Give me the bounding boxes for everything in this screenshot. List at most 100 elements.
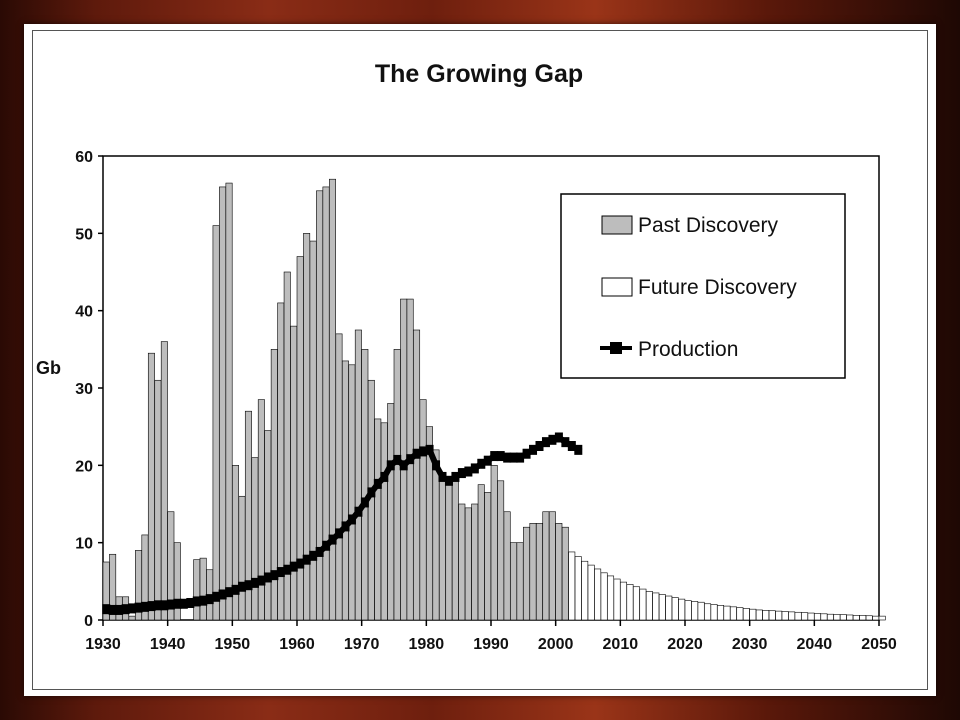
y-axis: 0 10 20 30 40 50 60 (75, 149, 103, 630)
x-tick-label: 1970 (344, 636, 380, 653)
bar-past-discovery (419, 399, 427, 621)
bar-future-discovery (594, 568, 602, 621)
production-point (470, 463, 479, 474)
production-point (296, 558, 305, 569)
production-point (283, 564, 292, 575)
production-point (128, 603, 137, 614)
bar-past-discovery (529, 523, 537, 621)
production-point (451, 471, 460, 482)
bar-past-discovery (264, 430, 272, 621)
x-tick-label: 2020 (667, 636, 703, 653)
bar-future-discovery (671, 597, 679, 621)
y-tick-label: 40 (75, 304, 93, 321)
bar-future-discovery (691, 601, 699, 621)
bar-future-discovery (878, 615, 886, 621)
production-point (302, 554, 311, 565)
x-tick-label: 1950 (215, 636, 251, 653)
production-point (509, 452, 518, 463)
production-point (490, 451, 499, 462)
production-point (406, 454, 415, 465)
x-tick-label: 1940 (150, 636, 186, 653)
x-tick-label: 1990 (473, 636, 509, 653)
bar-future-discovery (788, 611, 796, 621)
production-point (225, 587, 234, 598)
bar-future-discovery (781, 611, 789, 621)
production-point (360, 497, 369, 508)
chart-panel: The Growing Gap Gb 1930 1940 1950 1960 1970 1… (24, 24, 936, 696)
bar-past-discovery (251, 457, 259, 621)
bar-group (102, 178, 886, 621)
bar-future-discovery (587, 564, 595, 621)
production-point (263, 572, 272, 583)
production-point (276, 567, 285, 578)
bar-past-discovery (471, 503, 479, 621)
production-point (212, 591, 221, 602)
bar-future-discovery (833, 614, 841, 621)
production-point (179, 598, 188, 609)
bar-past-discovery (451, 480, 459, 621)
bar-future-discovery (859, 615, 867, 621)
bar-future-discovery (839, 614, 847, 621)
production-point (380, 471, 389, 482)
production-point (115, 604, 124, 615)
production-point (309, 550, 318, 561)
chart-title: The Growing Gap (375, 60, 583, 88)
chart-svg: The Growing Gap Gb 1930 1940 1950 1960 1970 1… (36, 60, 897, 653)
bar-past-discovery (503, 511, 511, 621)
bar-future-discovery (658, 594, 666, 621)
bar-future-discovery (865, 615, 873, 621)
production-point (554, 432, 563, 443)
production-point (205, 594, 214, 605)
bar-past-discovery (516, 542, 524, 621)
production-point (244, 580, 253, 591)
bar-past-discovery (542, 511, 550, 621)
production-point (412, 448, 421, 459)
production-point (516, 452, 525, 463)
production-point (529, 444, 538, 455)
production-point (322, 540, 331, 551)
production-point (238, 581, 247, 592)
production-point (373, 478, 382, 489)
bar-future-discovery (749, 608, 757, 621)
y-tick-label: 50 (75, 226, 93, 243)
bar-past-discovery (477, 484, 485, 621)
bar-future-discovery (846, 614, 854, 621)
production-point (270, 570, 279, 581)
bar-past-discovery (393, 349, 401, 621)
bar-past-discovery (413, 329, 421, 621)
bar-future-discovery (820, 613, 828, 621)
bar-past-discovery (193, 559, 201, 621)
bar-future-discovery (568, 551, 576, 621)
bar-past-discovery (548, 511, 556, 621)
production-point (477, 458, 486, 469)
y-axis-label: Gb (36, 358, 61, 378)
legend-label-past-discovery: Past Discovery (638, 214, 779, 237)
production-point (257, 575, 266, 586)
bar-past-discovery (361, 349, 369, 621)
production-point (250, 577, 259, 588)
chart-frame (32, 30, 928, 690)
production-point (464, 466, 473, 477)
legend-swatch-past-discovery (601, 215, 633, 235)
x-tick-label: 2040 (797, 636, 833, 653)
y-tick-label: 30 (75, 381, 93, 398)
bar-past-discovery (309, 240, 317, 621)
bar-past-discovery (458, 503, 466, 621)
production-point (419, 446, 428, 457)
bar-past-discovery (354, 329, 362, 621)
bar-future-discovery (607, 575, 615, 621)
production-point (347, 514, 356, 525)
production-point (483, 455, 492, 466)
production-point (173, 598, 182, 609)
y-tick-label: 0 (84, 613, 93, 630)
bar-future-discovery (826, 613, 834, 621)
bar-past-discovery (219, 186, 227, 621)
bar-future-discovery (639, 588, 647, 621)
production-point (335, 528, 344, 539)
production-point (457, 468, 466, 479)
bar-future-discovery (665, 595, 673, 621)
bar-past-discovery (232, 465, 239, 621)
bar-past-discovery (497, 480, 505, 621)
production-point (218, 589, 227, 600)
bar-future-discovery (762, 610, 770, 621)
